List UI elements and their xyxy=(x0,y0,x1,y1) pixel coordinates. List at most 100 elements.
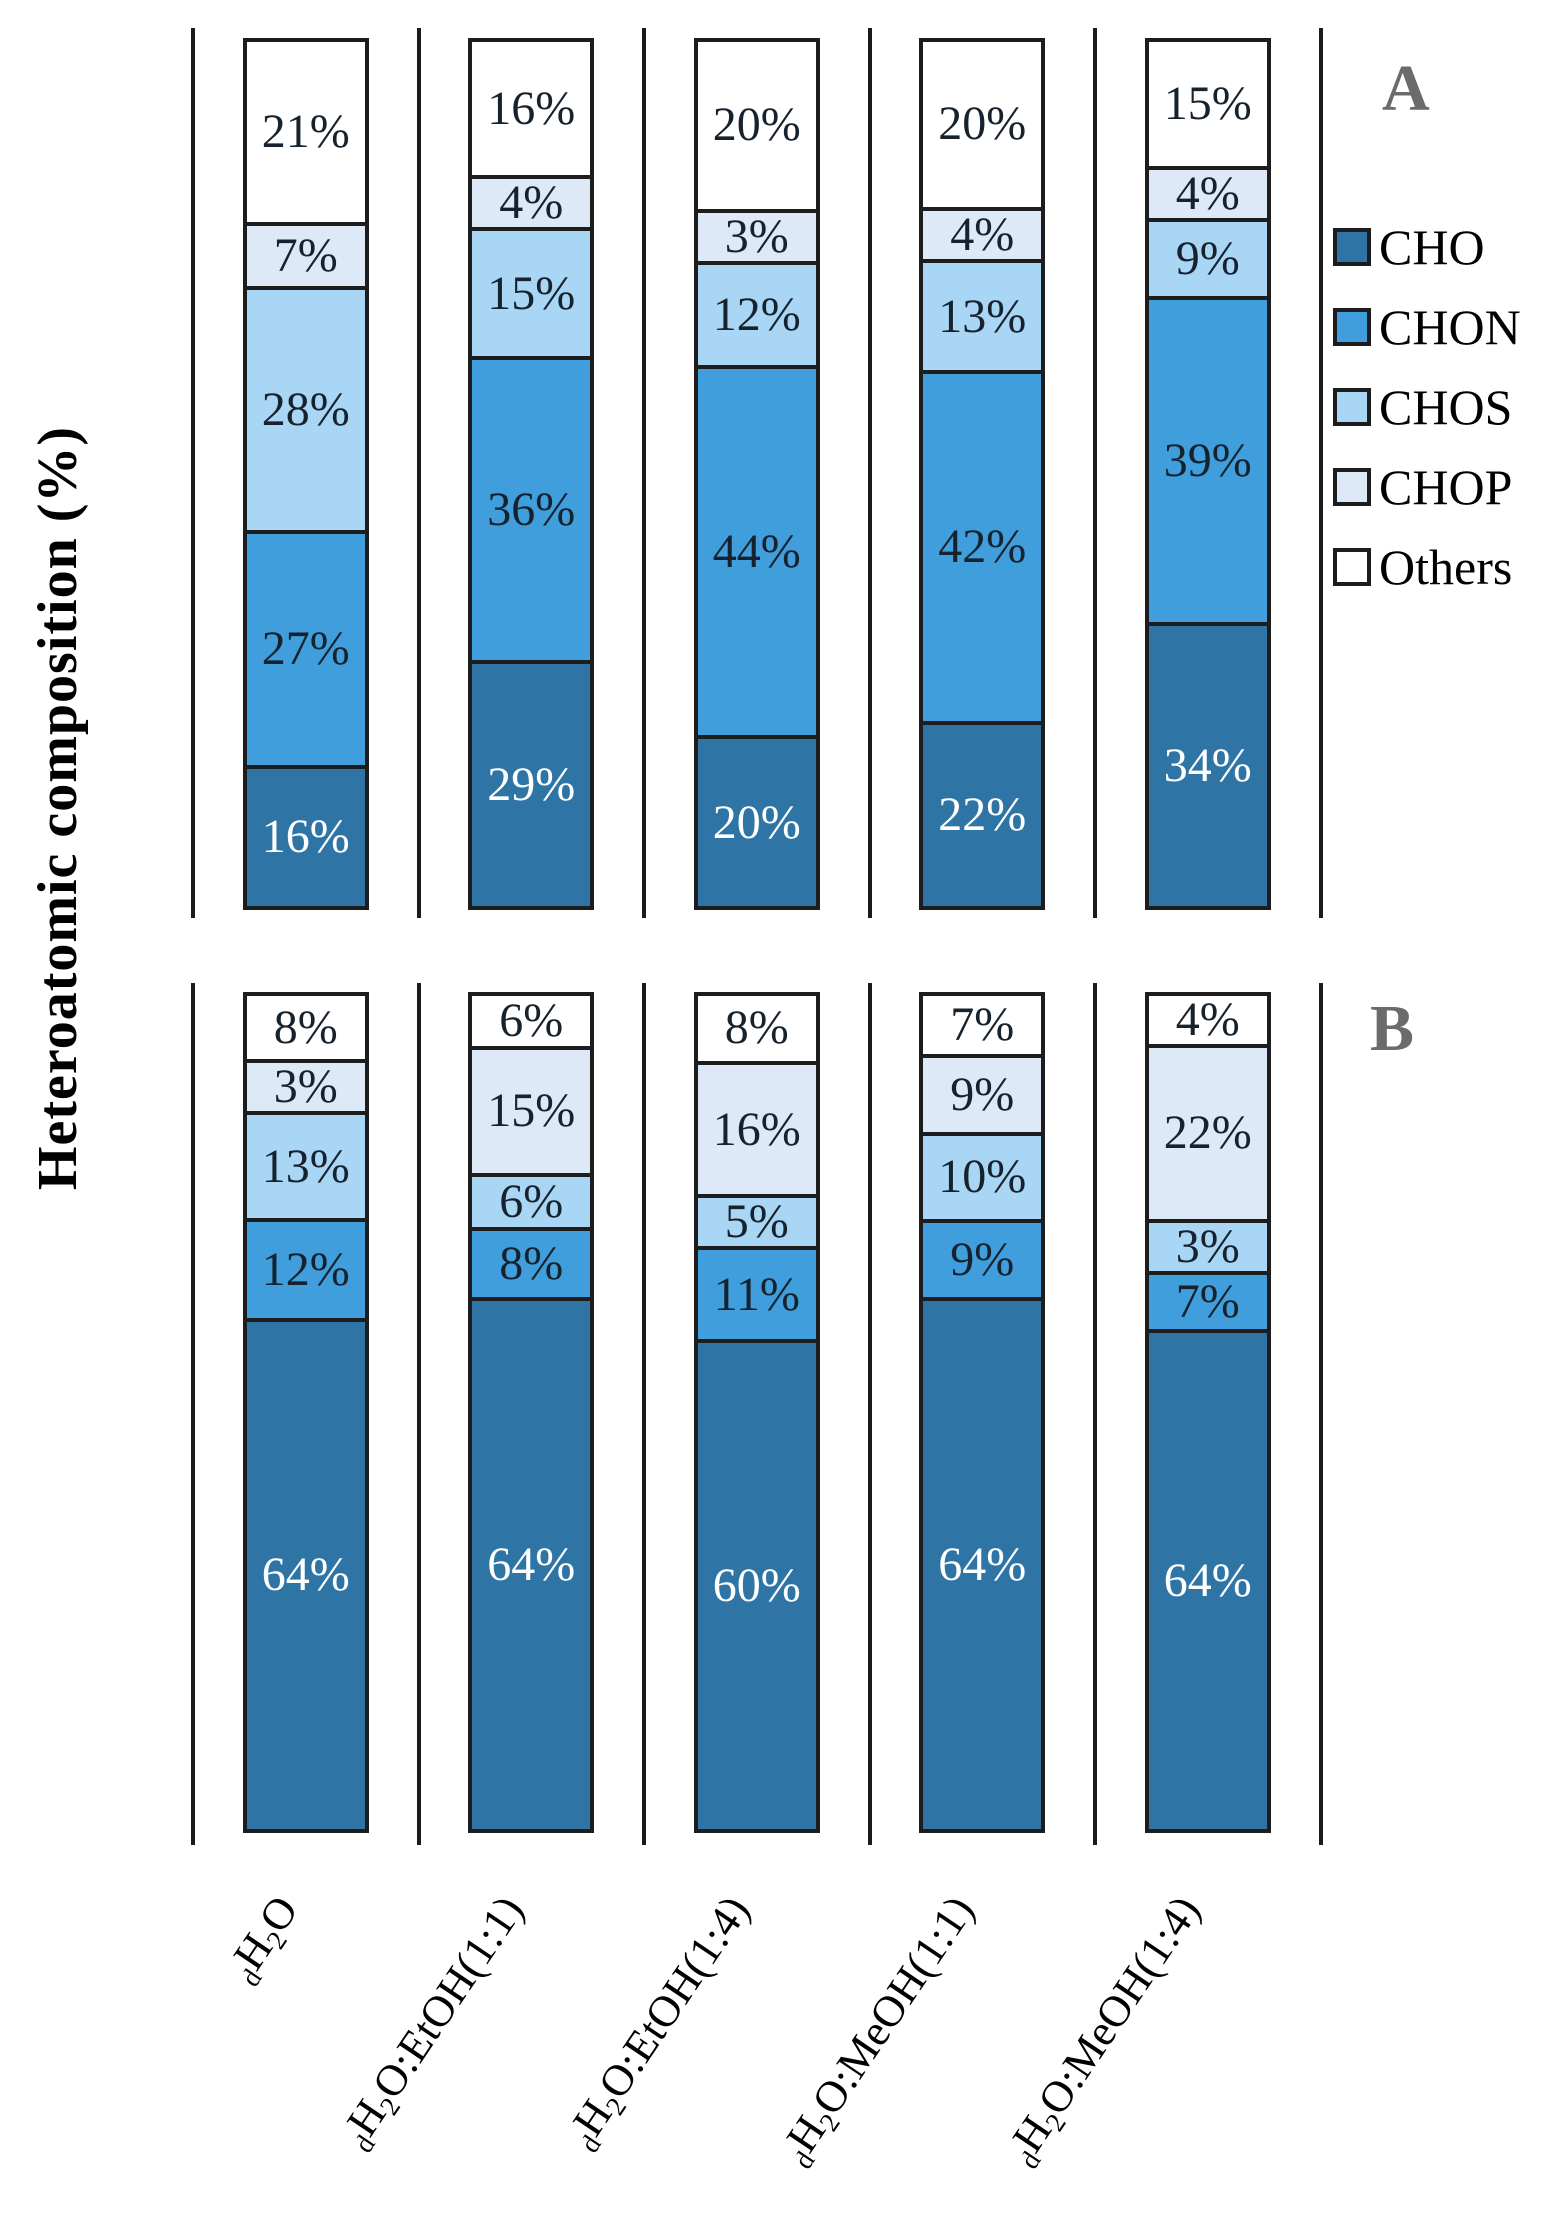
legend-swatch-icon xyxy=(1333,228,1371,266)
x-tick-label: dH2O:MeOH(1:4) xyxy=(1002,1887,1210,2175)
segment-value-label: 28% xyxy=(261,382,350,436)
separator-line xyxy=(1318,983,1323,1845)
x-tick-label: dH2O:MeOH(1:1) xyxy=(777,1887,985,2175)
segment-value-label: 6% xyxy=(499,993,564,1047)
bar-segment-others: 6% xyxy=(472,993,591,1050)
stacked-bar: 8% 16% 5% 11% 60% xyxy=(693,992,820,1833)
segment-value-label: 20% xyxy=(712,98,801,152)
segment-value-label: 13% xyxy=(261,1139,350,1193)
segment-value-label: 42% xyxy=(938,520,1027,574)
stacked-bar: 7% 9% 10% 9% 64% xyxy=(919,992,1046,1833)
legend-item-chop: CHOP xyxy=(1333,462,1521,512)
legend-swatch-icon xyxy=(1333,548,1371,586)
separator-line xyxy=(191,28,195,918)
segment-value-label: 7% xyxy=(1175,1274,1240,1328)
x-tick-label: dH2O:EtOH(1:4) xyxy=(562,1887,759,2158)
segment-value-label: 16% xyxy=(261,810,350,864)
bar-segment-chos: 13% xyxy=(923,262,1042,375)
segment-value-label: 8% xyxy=(273,1000,338,1054)
bar-segment-others: 15% xyxy=(1148,42,1267,170)
bar-segment-cho: 29% xyxy=(472,664,591,906)
bar-segment-chon: 39% xyxy=(1148,299,1267,626)
bar-segment-others: 16% xyxy=(472,42,591,180)
bar-segment-chop: 4% xyxy=(472,176,591,232)
stacked-bar: 6% 15% 6% 8% 64% xyxy=(468,992,595,1833)
legend-label: CHON xyxy=(1379,299,1521,355)
bar-segment-chon: 36% xyxy=(472,360,591,665)
bar-segment-cho: 34% xyxy=(1148,625,1267,907)
segment-value-label: 29% xyxy=(487,758,576,812)
bar-segment-chop: 15% xyxy=(472,1049,591,1178)
bar-segment-others: 20% xyxy=(697,42,816,213)
legend-item-cho: CHO xyxy=(1333,222,1521,272)
separator-line xyxy=(1093,983,1097,1845)
segment-value-label: 9% xyxy=(950,1067,1015,1121)
stacked-bar: 4% 22% 3% 7% 64% xyxy=(1144,992,1271,1833)
bar-segment-chos: 9% xyxy=(1148,221,1267,300)
bar-segment-others: 20% xyxy=(923,42,1042,211)
legend-swatch-icon xyxy=(1333,308,1371,346)
segment-value-label: 27% xyxy=(261,622,350,676)
segment-value-label: 16% xyxy=(712,1102,801,1156)
stacked-bar: 20% 4% 13% 42% 22% xyxy=(919,38,1046,910)
bar-segment-chon: 42% xyxy=(923,374,1042,725)
bar-segment-chos: 6% xyxy=(472,1175,591,1231)
bar-segment-cho: 64% xyxy=(472,1300,591,1829)
stacked-bar: 16% 4% 15% 36% 29% xyxy=(468,38,595,910)
segment-value-label: 3% xyxy=(1175,1219,1240,1273)
separator-line xyxy=(1093,28,1097,918)
bar-segment-others: 8% xyxy=(697,996,816,1065)
bar-segment-chop: 22% xyxy=(1148,1048,1267,1223)
bar-segment-others: 7% xyxy=(923,996,1042,1058)
segment-value-label: 7% xyxy=(950,997,1015,1051)
legend-label: CHOP xyxy=(1379,459,1513,515)
bar-segment-chos: 10% xyxy=(923,1136,1042,1223)
bar-segment-others: 8% xyxy=(246,996,365,1064)
segment-value-label: 11% xyxy=(713,1267,800,1321)
bar-segment-cho: 64% xyxy=(1148,1332,1267,1829)
segment-value-label: 7% xyxy=(273,228,338,282)
separator-line xyxy=(642,28,646,918)
segment-value-label: 12% xyxy=(261,1243,350,1297)
segment-value-label: 16% xyxy=(487,81,576,135)
segment-value-label: 10% xyxy=(938,1150,1027,1204)
x-tick-label: dH2O:EtOH(1:1) xyxy=(337,1887,534,2158)
bar-segment-chop: 9% xyxy=(923,1057,1042,1137)
bar-segment-cho: 16% xyxy=(246,768,365,906)
segment-value-label: 64% xyxy=(487,1537,576,1591)
segment-value-label: 12% xyxy=(712,287,801,341)
segment-value-label: 4% xyxy=(499,176,564,230)
segment-value-label: 9% xyxy=(1175,231,1240,285)
segment-value-label: 15% xyxy=(487,1084,576,1138)
bar-segment-chop: 4% xyxy=(923,210,1042,263)
segment-value-label: 9% xyxy=(950,1232,1015,1286)
bar-segment-chop: 4% xyxy=(1148,169,1267,222)
bar-segment-chos: 28% xyxy=(246,289,365,534)
separator-line xyxy=(416,28,421,918)
bar-segment-chop: 7% xyxy=(246,225,365,290)
segment-value-label: 3% xyxy=(724,209,789,263)
legend-swatch-icon xyxy=(1333,388,1371,426)
segment-value-label: 44% xyxy=(712,525,801,578)
stacked-bar: 21% 7% 28% 27% 16% xyxy=(242,38,369,910)
x-tick-label: dH2O xyxy=(223,1887,308,1992)
bar-segment-chos: 13% xyxy=(246,1115,365,1223)
segment-value-label: 39% xyxy=(1163,433,1252,487)
segment-value-label: 60% xyxy=(712,1559,801,1613)
segment-value-label: 6% xyxy=(499,1175,564,1229)
bar-segment-cho: 64% xyxy=(923,1300,1042,1829)
legend-swatch-icon xyxy=(1333,468,1371,506)
segment-value-label: 13% xyxy=(938,289,1027,343)
legend: CHO CHON CHOS CHOP Others xyxy=(1333,222,1521,592)
bar-segment-chon: 44% xyxy=(697,368,816,740)
separator-line xyxy=(642,983,646,1845)
segment-value-label: 15% xyxy=(1163,76,1252,130)
segment-value-label: 36% xyxy=(487,483,576,537)
segment-value-label: 64% xyxy=(938,1537,1027,1591)
stacked-bar: 8% 3% 13% 12% 64% xyxy=(242,992,369,1833)
legend-label: CHOS xyxy=(1379,379,1513,435)
segment-value-label: 8% xyxy=(724,1001,789,1055)
separator-line xyxy=(1318,28,1323,918)
legend-item-chos: CHOS xyxy=(1333,382,1521,432)
